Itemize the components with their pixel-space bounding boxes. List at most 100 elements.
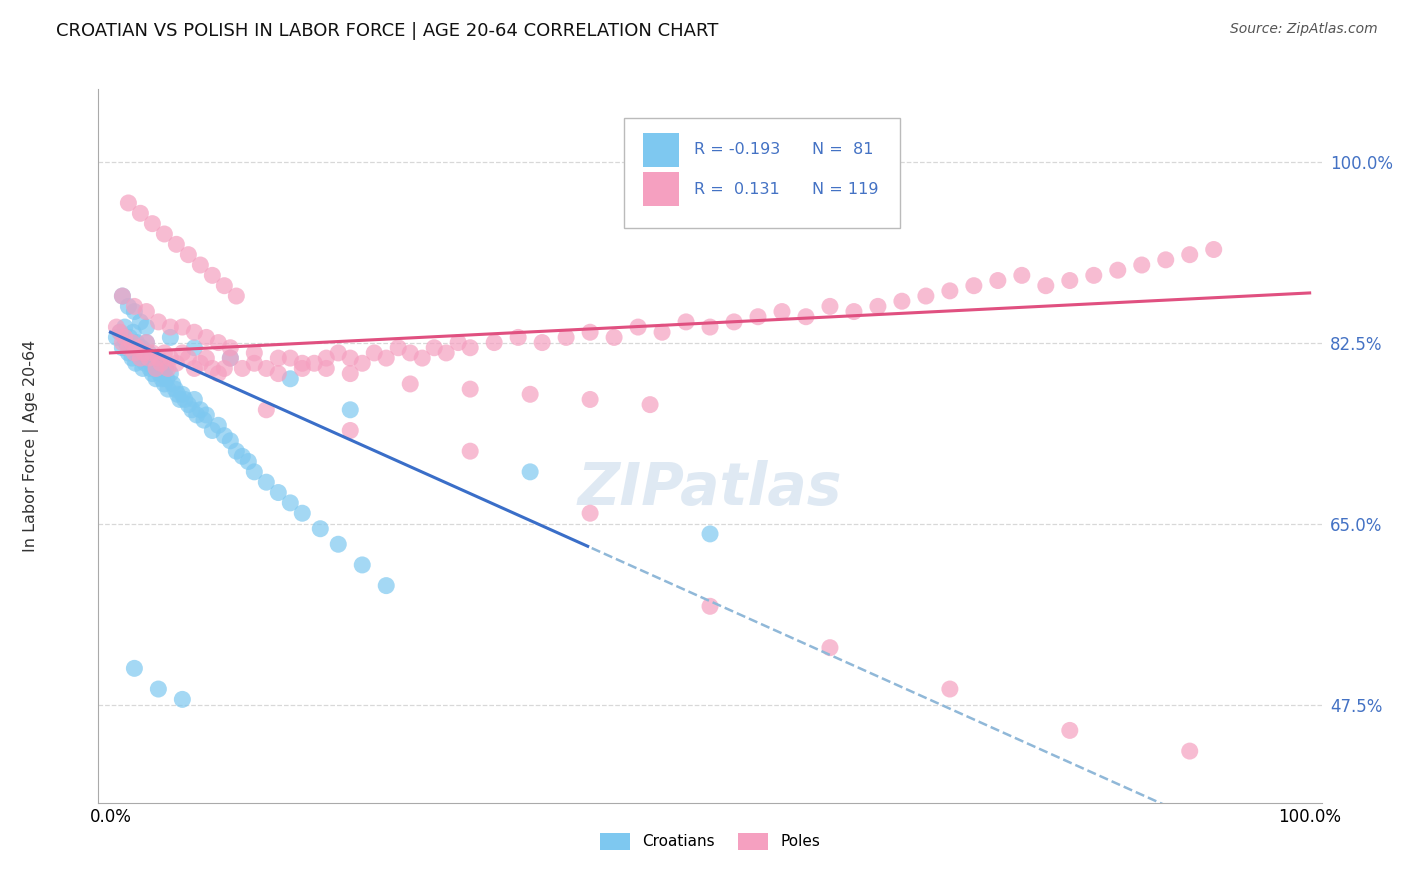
Point <box>165 356 187 370</box>
Point <box>177 398 200 412</box>
Point <box>1011 268 1033 283</box>
Point <box>291 356 314 370</box>
Point <box>195 408 218 422</box>
Point <box>267 351 290 365</box>
Point <box>794 310 817 324</box>
Point <box>177 248 200 262</box>
Point <box>508 330 530 344</box>
Point <box>172 692 194 706</box>
Point <box>124 299 146 313</box>
Point <box>225 444 247 458</box>
Point <box>890 294 912 309</box>
Point <box>148 356 170 370</box>
Text: R = -0.193: R = -0.193 <box>695 143 780 157</box>
Point <box>183 392 205 407</box>
Point <box>183 361 205 376</box>
FancyBboxPatch shape <box>624 118 900 228</box>
Point <box>638 398 661 412</box>
Point <box>138 351 160 365</box>
Point <box>124 341 146 355</box>
Point <box>129 315 152 329</box>
Point <box>531 335 554 350</box>
Point <box>117 341 139 355</box>
Point <box>129 351 152 365</box>
Point <box>132 361 155 376</box>
Point <box>143 361 166 376</box>
Point <box>1059 723 1081 738</box>
Point <box>172 320 194 334</box>
Point <box>117 346 139 360</box>
Point <box>1059 273 1081 287</box>
Point <box>267 367 290 381</box>
Point <box>149 361 172 376</box>
Point <box>159 367 181 381</box>
Point <box>124 304 146 318</box>
Point <box>747 310 769 324</box>
Point <box>136 351 159 365</box>
Point <box>135 304 157 318</box>
Point <box>172 346 194 360</box>
Point <box>145 372 167 386</box>
Point <box>201 361 224 376</box>
Point <box>183 325 205 339</box>
Point <box>155 361 177 376</box>
Point <box>434 346 457 360</box>
Point <box>238 454 260 468</box>
Point <box>866 299 889 313</box>
Point <box>723 315 745 329</box>
Point <box>770 304 793 318</box>
Point <box>278 496 301 510</box>
Point <box>375 579 398 593</box>
Point <box>278 351 301 365</box>
Point <box>939 681 962 696</box>
Point <box>152 367 174 381</box>
Point <box>125 341 148 355</box>
Point <box>162 376 184 391</box>
Point <box>141 356 163 370</box>
Point <box>219 341 242 355</box>
Point <box>818 640 841 655</box>
Point <box>142 351 165 365</box>
Text: N =  81: N = 81 <box>811 143 873 157</box>
Point <box>129 206 152 220</box>
Point <box>214 361 236 376</box>
Point <box>339 402 361 417</box>
Point <box>225 289 247 303</box>
Point <box>165 382 187 396</box>
Point <box>231 361 253 376</box>
Point <box>188 356 211 370</box>
Point <box>519 465 541 479</box>
Point <box>118 330 141 344</box>
Point <box>153 376 176 391</box>
Point <box>127 346 149 360</box>
Point <box>214 428 236 442</box>
Point <box>105 330 128 344</box>
Point <box>124 356 146 370</box>
Point <box>148 681 170 696</box>
Point <box>121 335 143 350</box>
Point <box>135 335 157 350</box>
Point <box>172 387 194 401</box>
Point <box>115 335 138 350</box>
Point <box>138 346 160 360</box>
Bar <box>643 133 679 167</box>
Point <box>141 346 163 360</box>
Point <box>1083 268 1105 283</box>
Point <box>132 346 155 360</box>
Point <box>267 485 290 500</box>
Point <box>219 434 242 448</box>
Point <box>304 356 326 370</box>
Point <box>186 408 208 422</box>
Point <box>458 341 481 355</box>
Text: In Labor Force | Age 20-64: In Labor Force | Age 20-64 <box>22 340 39 552</box>
Point <box>134 356 156 370</box>
Point <box>159 330 181 344</box>
Point <box>135 335 157 350</box>
Point <box>201 268 224 283</box>
Point <box>818 299 841 313</box>
Point <box>328 537 350 551</box>
Point <box>129 351 152 365</box>
Point <box>114 330 136 344</box>
Point <box>231 450 253 464</box>
Point <box>603 330 626 344</box>
